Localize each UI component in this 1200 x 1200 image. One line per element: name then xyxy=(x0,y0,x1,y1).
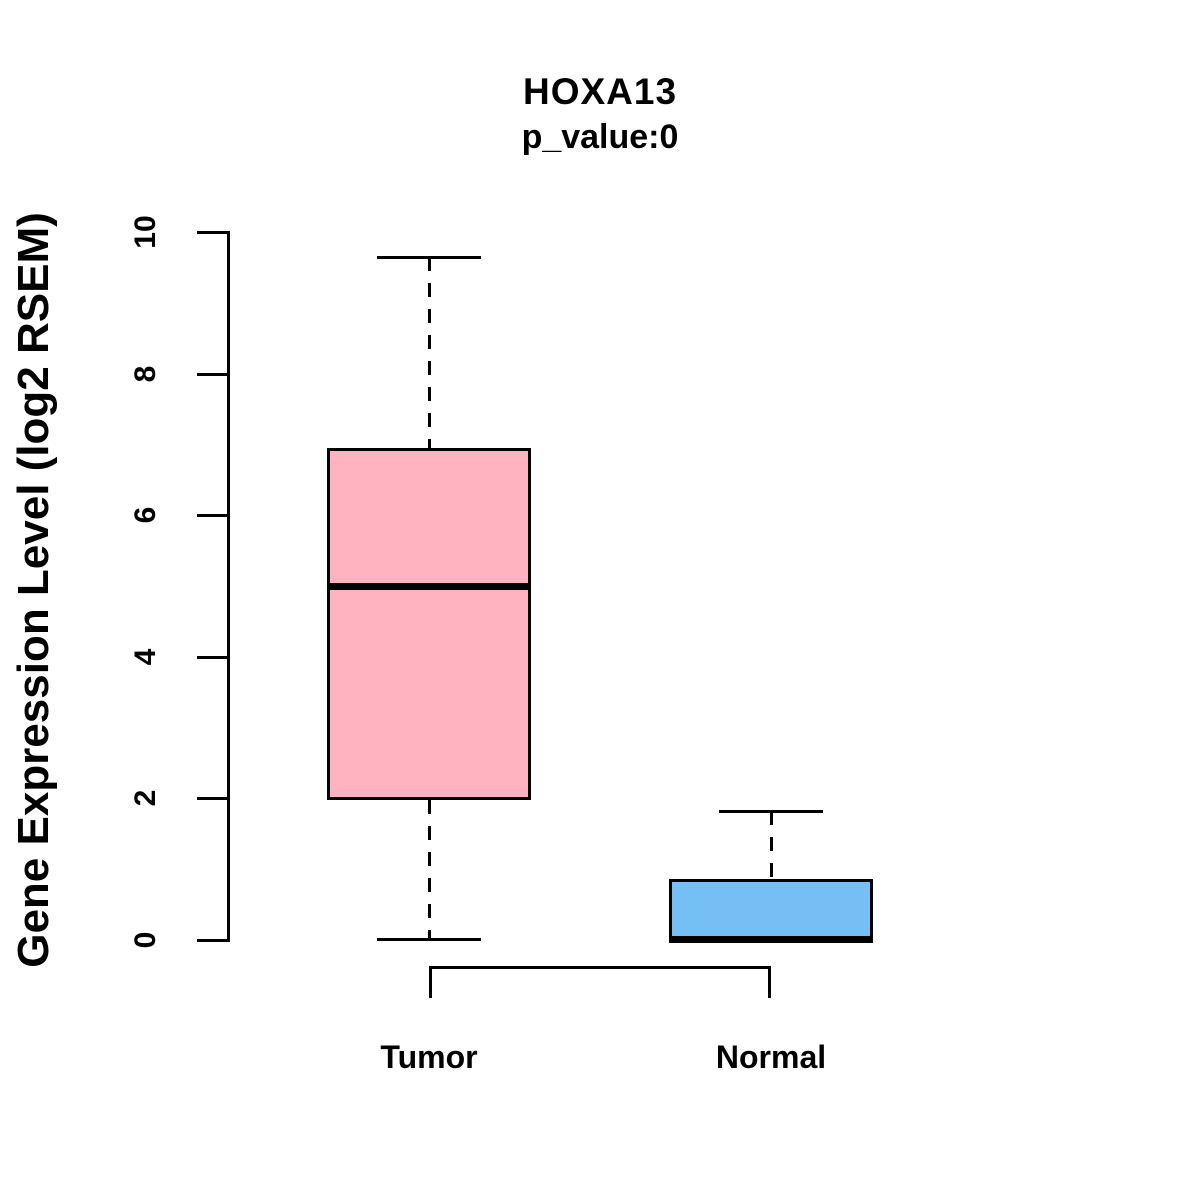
lower-whisker-tumor xyxy=(428,799,431,940)
box-normal xyxy=(669,879,873,940)
y-tick xyxy=(197,797,227,801)
lower-whisker-cap-tumor xyxy=(377,938,481,941)
upper-whisker-normal xyxy=(770,811,773,880)
chart-title: HOXA13 xyxy=(522,71,678,112)
y-tick xyxy=(197,514,227,518)
median-line-tumor xyxy=(327,583,531,590)
comparison-bracket-top xyxy=(429,966,771,969)
upper-whisker-tumor xyxy=(428,256,431,448)
median-line-normal xyxy=(669,935,873,943)
y-tick-label: 8 xyxy=(129,365,162,382)
y-tick-label: 2 xyxy=(129,790,162,807)
chart-header: HOXA13 p_value:0 xyxy=(200,70,1000,160)
x-label-tumor: Tumor xyxy=(380,1039,478,1075)
x-label-normal: Normal xyxy=(715,1039,827,1075)
y-tick xyxy=(197,372,227,376)
y-tick xyxy=(197,655,227,659)
upper-whisker-cap-tumor xyxy=(377,255,481,259)
y-tick xyxy=(197,939,227,942)
y-tick-label: 0 xyxy=(129,931,162,949)
y-tick-label: 10 xyxy=(129,215,162,249)
comparison-bracket-left xyxy=(429,966,432,998)
chart-subtitle: p_value:0 xyxy=(521,118,679,156)
upper-whisker-cap-normal xyxy=(719,810,823,814)
y-tick-label: 4 xyxy=(129,648,162,666)
y-tick xyxy=(197,231,227,234)
y-axis-line xyxy=(227,231,230,942)
y-tick-label: 6 xyxy=(129,506,162,524)
box-tumor xyxy=(327,447,531,800)
comparison-bracket-right xyxy=(768,966,771,998)
